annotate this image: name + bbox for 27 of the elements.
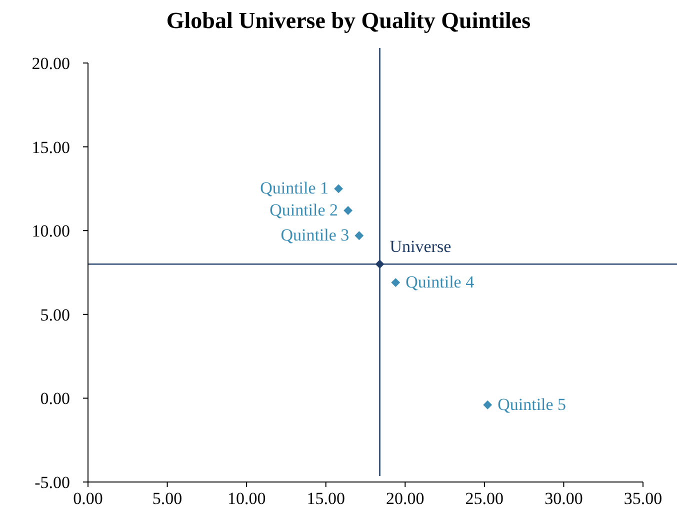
y-tick-label: 0.00 xyxy=(40,389,70,408)
x-tick-label: 5.00 xyxy=(152,489,182,508)
point xyxy=(483,400,492,410)
y-tick-label: 10.00 xyxy=(32,222,70,241)
x-tick-label: 15.00 xyxy=(306,489,345,508)
series-label: Universe xyxy=(390,237,452,256)
series-label: Quintile 4 xyxy=(406,272,475,292)
x-tick-label: 10.00 xyxy=(227,489,266,508)
series-label: Quintile 1 xyxy=(260,178,329,198)
x-tick-label: 35.00 xyxy=(624,489,662,508)
x-tick-label: 30.00 xyxy=(544,489,583,508)
point xyxy=(375,260,384,269)
point xyxy=(334,184,344,194)
x-tick-label: 20.00 xyxy=(386,489,424,508)
y-tick-label: -5.00 xyxy=(34,473,70,492)
point xyxy=(391,278,400,288)
y-tick-label: 20.00 xyxy=(32,54,70,73)
y-tick-label: 5.00 xyxy=(40,305,70,324)
x-tick-label: 0.00 xyxy=(73,489,103,508)
y-tick-label: 15.00 xyxy=(32,138,70,157)
chart-title: Global Universe by Quality Quintiles xyxy=(166,8,531,33)
point xyxy=(354,231,364,240)
series-label: Quintile 3 xyxy=(280,226,350,245)
series-label: Quintile 2 xyxy=(270,200,338,220)
x-tick-label: 25.00 xyxy=(465,489,504,508)
point xyxy=(344,206,353,215)
series-label: Quintile 5 xyxy=(498,394,566,414)
